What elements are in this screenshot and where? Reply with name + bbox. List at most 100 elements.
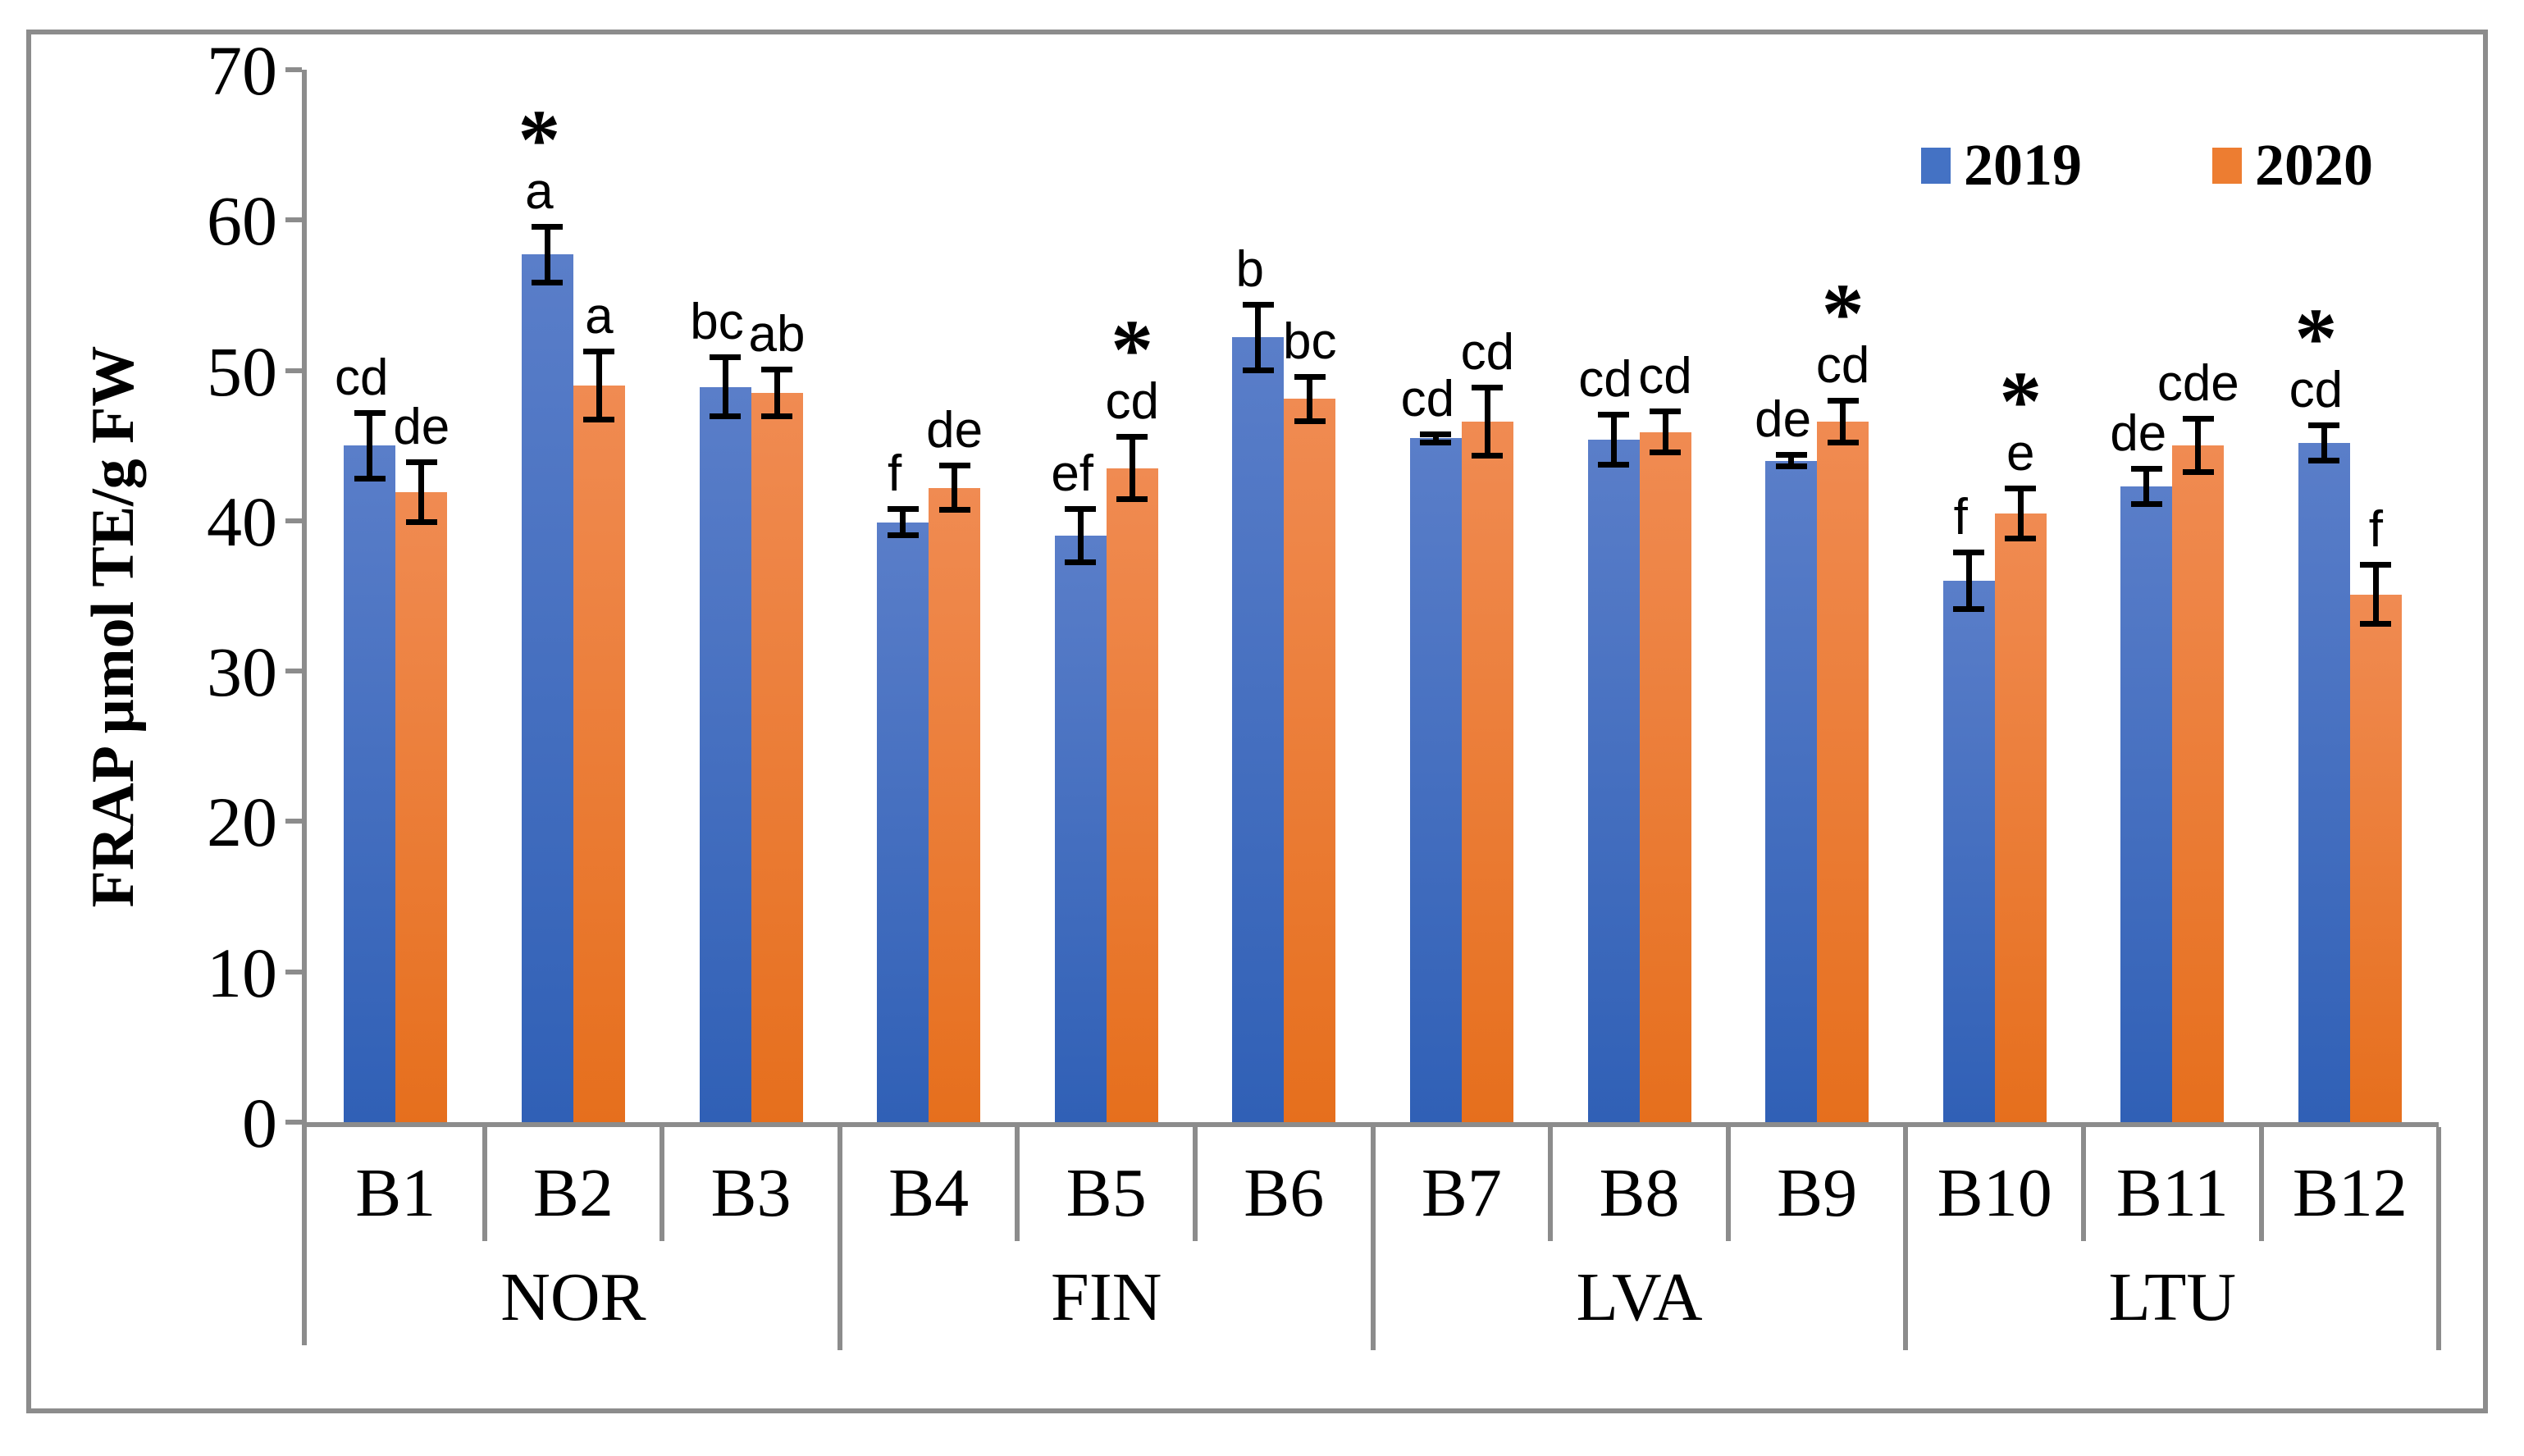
bar-2020-B6	[1284, 399, 1336, 1122]
error-bar-line	[2372, 564, 2379, 625]
y-tick-mark	[285, 969, 302, 974]
significance-letter: ab	[748, 305, 806, 363]
bar-2020-B2	[573, 385, 625, 1122]
error-bar-cap-bottom	[532, 280, 564, 286]
significance-letter: cd	[2289, 361, 2344, 418]
bar-2019-B6	[1232, 337, 1285, 1122]
bar-2019-B7	[1409, 438, 1462, 1122]
annotation-2019-B6: b	[1236, 243, 1264, 296]
error-bar-cap-bottom	[1242, 367, 1274, 373]
bar-2020-B3	[751, 393, 803, 1122]
annotation-2019-B3: bc	[690, 296, 743, 349]
error-bar-cap-bottom	[710, 413, 741, 420]
error-bar-line	[1840, 400, 1846, 443]
bar-2020-B5	[1106, 468, 1158, 1122]
error-bar-cap-top	[710, 354, 741, 361]
significance-letter: de	[926, 402, 984, 459]
significance-letter: bc	[1283, 313, 1337, 370]
error-bar-cap-top	[1472, 384, 1504, 390]
y-tick-label: 60	[207, 181, 277, 261]
significance-letter: cd	[1400, 370, 1455, 427]
error-bar-line	[1307, 376, 1313, 422]
annotation-2020-B2: a	[585, 290, 613, 343]
bar-2019-B5	[1054, 536, 1107, 1122]
category-label: B4	[888, 1155, 970, 1231]
error-bar-cap-bottom	[583, 417, 615, 423]
legend-label-2020: 2020	[2255, 132, 2373, 198]
bar-2020-B7	[1461, 421, 1513, 1122]
y-axis-line	[302, 70, 307, 1345]
category-divider	[2258, 1127, 2264, 1241]
annotation-2019-B1: cd	[335, 351, 388, 404]
category-label: B6	[1244, 1155, 1325, 1231]
error-bar-cap-bottom	[1065, 559, 1097, 566]
error-bar-line	[2321, 424, 2327, 461]
error-bar-line	[1610, 413, 1617, 466]
error-bar-cap-bottom	[2308, 457, 2340, 463]
error-bar-cap-bottom	[2360, 621, 2392, 628]
bar-2020-B11	[2172, 445, 2225, 1122]
error-bar-cap-top	[1242, 301, 1274, 308]
error-bar-cap-top	[1116, 434, 1148, 440]
error-bar-cap-top	[1598, 411, 1629, 418]
annotation-2019-B11: de	[2110, 407, 2166, 460]
significance-star: *	[2294, 290, 2338, 386]
error-bar-cap-top	[2308, 422, 2340, 428]
error-bar-line	[2195, 418, 2202, 473]
annotation-2019-B4: f	[888, 448, 901, 500]
annotation-2019-B12: * cd	[2289, 290, 2344, 418]
error-bar-cap-bottom	[2182, 469, 2214, 476]
annotation-2019-B7: cd	[1400, 370, 1455, 427]
category-label: B8	[1599, 1155, 1680, 1231]
error-bar-cap-top	[887, 506, 919, 513]
error-bar-cap-top	[2130, 465, 2162, 472]
error-bar-line	[952, 465, 958, 511]
error-bar-line	[1662, 411, 1668, 454]
error-bar-line	[774, 368, 780, 418]
error-bar-line	[1788, 454, 1795, 467]
y-tick-mark	[285, 367, 302, 373]
error-bar-cap-bottom	[1294, 418, 1326, 424]
category-label: B9	[1777, 1155, 1858, 1231]
category-label: B7	[1421, 1155, 1502, 1231]
bar-2020-B12	[2349, 594, 2402, 1122]
bar-2020-B4	[929, 487, 981, 1122]
y-tick-label: 50	[207, 331, 277, 411]
significance-letter: cd	[1638, 348, 1692, 405]
category-label: B2	[532, 1155, 614, 1231]
error-bar-cap-bottom	[761, 413, 792, 420]
error-bar-cap-bottom	[1598, 462, 1629, 468]
error-bar-line	[596, 350, 602, 421]
category-label: B1	[355, 1155, 436, 1231]
group-label: LTU	[2108, 1259, 2237, 1335]
annotation-2019-B9: de	[1755, 394, 1811, 446]
error-bar-line	[1129, 436, 1135, 500]
significance-letter: de	[1755, 391, 1812, 449]
y-tick-mark	[285, 217, 302, 223]
error-bar-line	[367, 412, 373, 479]
error-bar-cap-top	[1065, 506, 1097, 513]
annotation-2020-B12: f	[2369, 504, 2383, 556]
significance-letter: e	[2006, 424, 2035, 482]
error-bar-cap-top	[1650, 409, 1681, 415]
bar-2019-B1	[344, 445, 396, 1122]
error-bar-line	[900, 509, 906, 536]
category-divider	[1725, 1127, 1731, 1241]
category-divider	[482, 1127, 487, 1241]
significance-star: *	[1111, 303, 1154, 398]
bar-2020-B1	[395, 492, 448, 1122]
error-bar-line	[1432, 433, 1439, 443]
y-tick-label: 10	[207, 933, 277, 1012]
error-bar-cap-bottom	[1650, 450, 1681, 456]
error-bar-line	[418, 462, 425, 523]
error-bar-line	[2017, 487, 2024, 539]
y-tick-label: 30	[207, 632, 277, 712]
error-bar-cap-top	[938, 463, 970, 469]
error-bar-cap-bottom	[1953, 605, 1985, 612]
error-bar-cap-top	[532, 223, 564, 230]
x-axis-line	[302, 1122, 2440, 1127]
error-bar-cap-top	[2182, 416, 2214, 422]
error-bar-cap-bottom	[1420, 439, 1452, 445]
error-bar-cap-top	[1420, 431, 1452, 437]
error-bar-line	[1484, 386, 1490, 457]
